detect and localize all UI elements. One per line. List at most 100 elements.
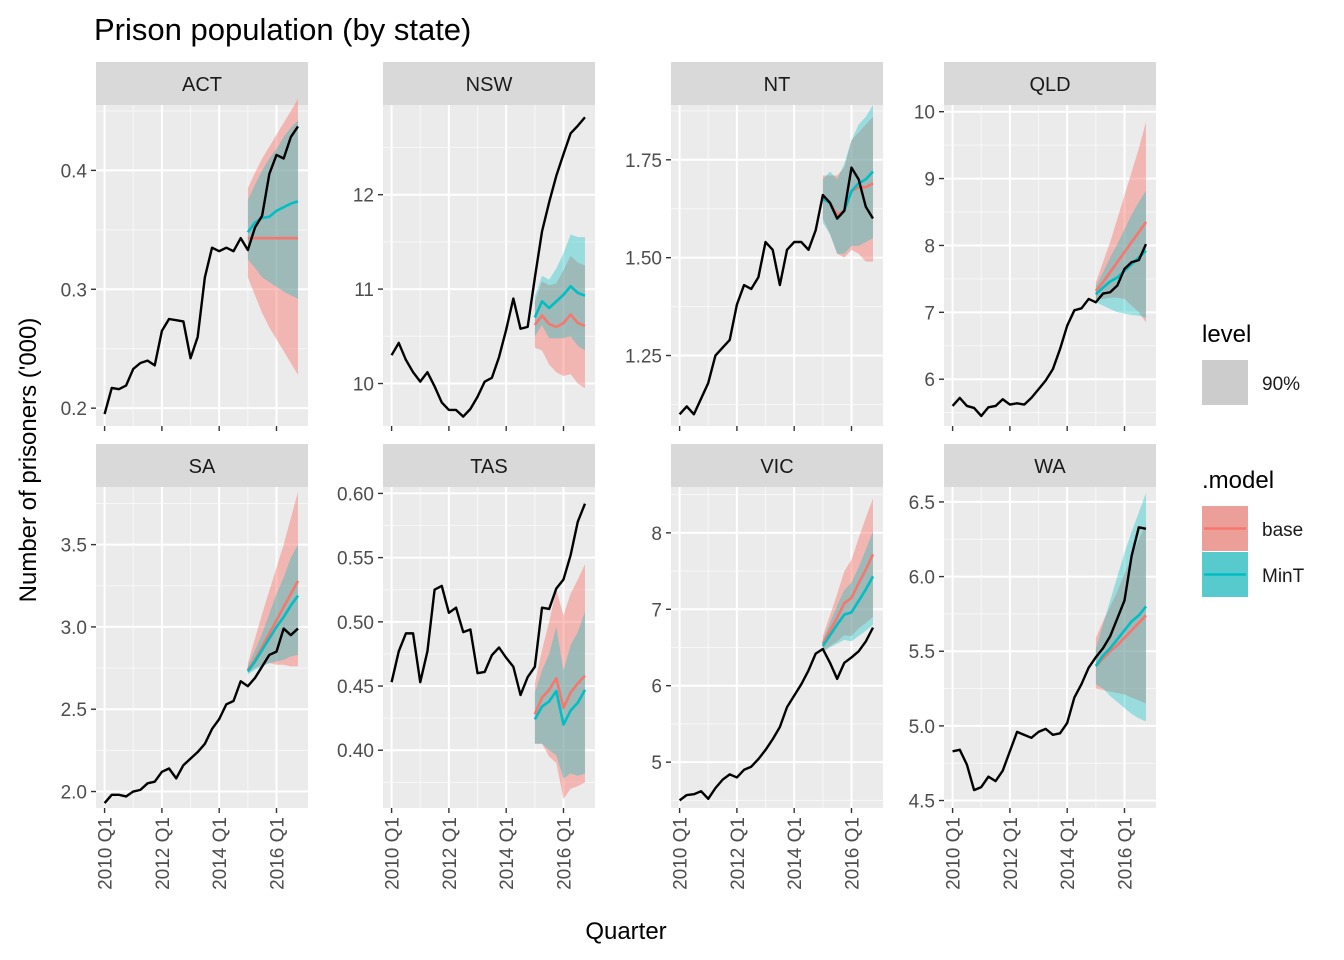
panel-qld: QLD 6 7 8 9 10 bbox=[914, 62, 1156, 431]
forecast-line-base bbox=[533, 313, 586, 329]
forecast-line-mint bbox=[533, 689, 587, 726]
strip-label: WA bbox=[1034, 456, 1066, 478]
y-tick-label: 5.0 bbox=[909, 717, 935, 738]
actual-series-line bbox=[678, 166, 874, 416]
panel-background bbox=[383, 487, 595, 808]
interval-ribbon-mint bbox=[247, 544, 298, 675]
forecast-line-base bbox=[533, 674, 586, 715]
x-tick-label: 2016 Q1 bbox=[554, 817, 575, 890]
panel-background bbox=[944, 487, 1156, 808]
interval-ribbon-base bbox=[1095, 524, 1146, 704]
forecast-line-mint bbox=[246, 594, 300, 673]
y-tick-label: 6.0 bbox=[909, 568, 935, 589]
y-tick-label: 10 bbox=[914, 103, 935, 124]
legend-label-90: 90% bbox=[1262, 374, 1300, 395]
legend-key-90 bbox=[1202, 360, 1248, 405]
x-tick-label: 2014 Q1 bbox=[1058, 817, 1079, 890]
forecast-line-mint bbox=[246, 200, 299, 233]
legend-label-mint: MinT bbox=[1262, 566, 1305, 587]
strip-background bbox=[96, 62, 308, 105]
x-tick-label: 2016 Q1 bbox=[267, 817, 288, 890]
chart-title: Prison population (by state) bbox=[94, 12, 471, 47]
x-tick-label: 2014 Q1 bbox=[785, 817, 806, 890]
strip-label: ACT bbox=[182, 74, 222, 96]
x-tick-label: 2010 Q1 bbox=[96, 817, 117, 890]
y-tick-label: 8 bbox=[651, 524, 662, 545]
interval-ribbon-base bbox=[1095, 121, 1146, 323]
panel-act: ACT 0.2 0.3 0.4 bbox=[61, 62, 308, 431]
strip-background bbox=[944, 62, 1156, 105]
x-tick-label: 2012 Q1 bbox=[1001, 817, 1022, 890]
strip-label: VIC bbox=[760, 456, 793, 478]
y-tick-label: 7 bbox=[651, 600, 662, 621]
panel-nsw: NSW 10 11 12 bbox=[353, 62, 595, 431]
y-tick-label: 0.60 bbox=[337, 484, 374, 505]
y-tick-label: 6 bbox=[651, 677, 662, 698]
actual-series-line bbox=[678, 627, 875, 802]
forecast-line-base bbox=[1094, 221, 1148, 292]
x-tick-label: 2012 Q1 bbox=[440, 817, 461, 890]
interval-ribbon-base bbox=[534, 564, 585, 800]
x-tick-label: 2010 Q1 bbox=[671, 817, 692, 890]
y-tick-label: 2.5 bbox=[61, 700, 87, 721]
actual-series-line bbox=[951, 243, 1148, 418]
y-tick-label: 5 bbox=[651, 753, 662, 774]
legend-label-base: base bbox=[1262, 520, 1303, 541]
panel-sa: SA 2.0 2.5 3.0 3.5 2010 Q1 2012 Q1 2014 Q1 2016 … bbox=[61, 444, 308, 890]
interval-ribbon-base bbox=[822, 498, 873, 652]
y-tick-label: 3.5 bbox=[61, 536, 87, 557]
y-tick-label: 2.0 bbox=[61, 783, 87, 804]
strip-label: SA bbox=[189, 456, 216, 478]
forecast-line-mint bbox=[1094, 605, 1147, 667]
y-tick-label: 0.45 bbox=[337, 677, 374, 698]
legend-title-level: level bbox=[1202, 321, 1251, 348]
actual-series-line bbox=[103, 627, 299, 804]
x-tick-label: 2016 Q1 bbox=[1115, 817, 1136, 890]
forecast-line-mint bbox=[533, 284, 586, 318]
y-tick-label: 6.5 bbox=[909, 493, 935, 514]
strip-label: TAS bbox=[470, 456, 507, 478]
y-tick-label: 8 bbox=[924, 236, 935, 257]
x-tick-label: 2012 Q1 bbox=[728, 817, 749, 890]
forecast-line-mint bbox=[821, 575, 875, 647]
panel-wa: WA 4.5 5.0 5.5 6.0 6.5 2010 Q1 2012 Q1 2014 Q1 20… bbox=[909, 444, 1156, 890]
y-tick-label: 0.55 bbox=[337, 549, 374, 570]
x-tick-label: 2012 Q1 bbox=[153, 817, 174, 890]
legend: level 90% .model base MinT bbox=[1202, 321, 1305, 597]
panel-vic: VIC 5 6 7 8 2010 Q1 2012 Q1 2014 Q1 2016 Q1 bbox=[651, 444, 883, 890]
y-axis-title: Number of prisoners ('000) bbox=[15, 318, 42, 603]
y-tick-label: 5.5 bbox=[909, 642, 935, 663]
strip-background bbox=[671, 444, 883, 487]
x-tick-label: 2010 Q1 bbox=[944, 817, 965, 890]
y-tick-label: 9 bbox=[924, 170, 935, 191]
y-tick-label: 11 bbox=[354, 280, 374, 301]
strip-background bbox=[383, 444, 595, 487]
y-tick-label: 6 bbox=[924, 370, 935, 391]
interval-ribbon-mint bbox=[247, 120, 298, 299]
legend-title-model: .model bbox=[1202, 467, 1274, 494]
y-tick-label: 4.5 bbox=[909, 792, 935, 813]
forecast-line-base bbox=[821, 553, 875, 645]
actual-series-line bbox=[390, 503, 587, 697]
actual-series-line bbox=[103, 125, 299, 415]
y-tick-label: 0.4 bbox=[61, 161, 88, 182]
strip-background bbox=[383, 62, 595, 105]
actual-series-line bbox=[952, 526, 1147, 792]
strip-background bbox=[96, 444, 308, 487]
interval-ribbon-base bbox=[247, 491, 298, 674]
x-tick-label: 2014 Q1 bbox=[497, 817, 518, 890]
x-tick-label: 2010 Q1 bbox=[383, 817, 404, 890]
x-axis-title: Quarter bbox=[585, 918, 666, 945]
y-tick-label: 0.3 bbox=[61, 280, 87, 301]
forecast-line-base bbox=[1094, 614, 1147, 668]
panel-nt: NT 1.25 1.50 1.75 bbox=[625, 62, 883, 431]
y-tick-label: 1.75 bbox=[625, 151, 662, 172]
y-tick-label: 12 bbox=[353, 186, 374, 207]
y-tick-label: 0.2 bbox=[61, 399, 87, 420]
y-tick-label: 1.50 bbox=[625, 249, 662, 270]
strip-background bbox=[944, 444, 1156, 487]
y-tick-label: 7 bbox=[924, 303, 935, 324]
y-tick-label: 3.0 bbox=[61, 618, 87, 639]
panel-background bbox=[383, 105, 595, 426]
